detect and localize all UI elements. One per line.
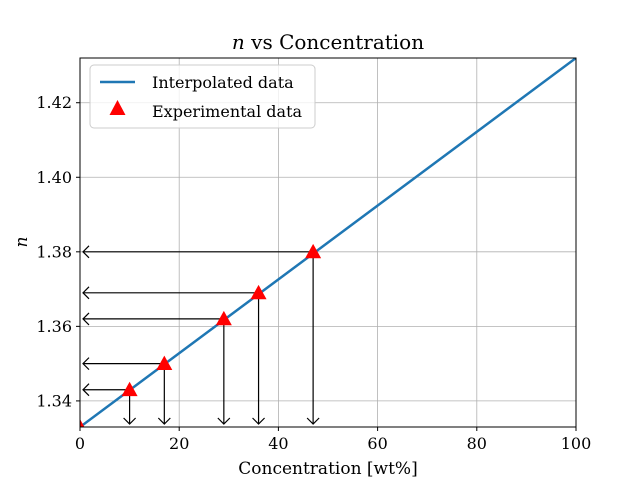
y-axis-ticks: 1.34 1.36 1.38 1.40 1.42 <box>36 93 80 410</box>
legend-label-experimental: Experimental data <box>152 102 303 121</box>
guide-arrowhead-left <box>82 286 90 300</box>
legend-label-interpolated: Interpolated data <box>152 73 294 92</box>
guide-arrows <box>82 245 320 425</box>
x-tick-label: 40 <box>268 434 288 453</box>
x-axis-ticks: 0 20 40 60 80 100 <box>75 427 591 453</box>
y-axis-label: n <box>12 237 32 248</box>
x-tick-label: 100 <box>561 434 592 453</box>
x-tick-label: 20 <box>169 434 189 453</box>
chart-title-variable: n <box>232 30 245 54</box>
y-tick-label: 1.34 <box>36 391 72 410</box>
chart-title: n vs Concentration <box>232 30 424 54</box>
guide-arrowhead-left <box>82 312 90 326</box>
x-axis-label: Concentration [wt%] <box>238 459 417 479</box>
experimental-point <box>305 243 322 259</box>
plot-frame <box>79 57 577 428</box>
experimental-point <box>215 310 232 326</box>
chart-title-rest: vs Concentration <box>245 30 424 54</box>
x-tick-label: 0 <box>75 434 85 453</box>
guide-arrowhead-left <box>82 245 90 259</box>
legend: Interpolated data Experimental data <box>89 64 316 129</box>
guide-arrowhead-down <box>123 417 137 425</box>
y-tick-label: 1.42 <box>36 93 72 112</box>
x-tick-label: 80 <box>467 434 487 453</box>
series-layer <box>80 58 576 427</box>
experimental-point <box>250 284 267 300</box>
guide-arrowhead-down <box>157 417 171 425</box>
experimental-point <box>121 381 138 397</box>
guide-arrowhead-down <box>217 417 231 425</box>
guide-arrowhead-left <box>82 357 90 371</box>
y-tick-label: 1.38 <box>36 242 72 261</box>
guide-arrowhead-left <box>82 383 90 397</box>
legend-box <box>89 64 316 129</box>
experimental-point <box>156 355 173 371</box>
experimental-point <box>80 419 85 427</box>
y-tick-label: 1.40 <box>36 168 72 187</box>
x-tick-label: 60 <box>367 434 387 453</box>
legend-marker-swatch <box>109 100 126 115</box>
y-tick-label: 1.36 <box>36 317 72 336</box>
guide-arrowhead-down <box>252 417 265 425</box>
guide-arrowhead-down <box>306 417 320 425</box>
